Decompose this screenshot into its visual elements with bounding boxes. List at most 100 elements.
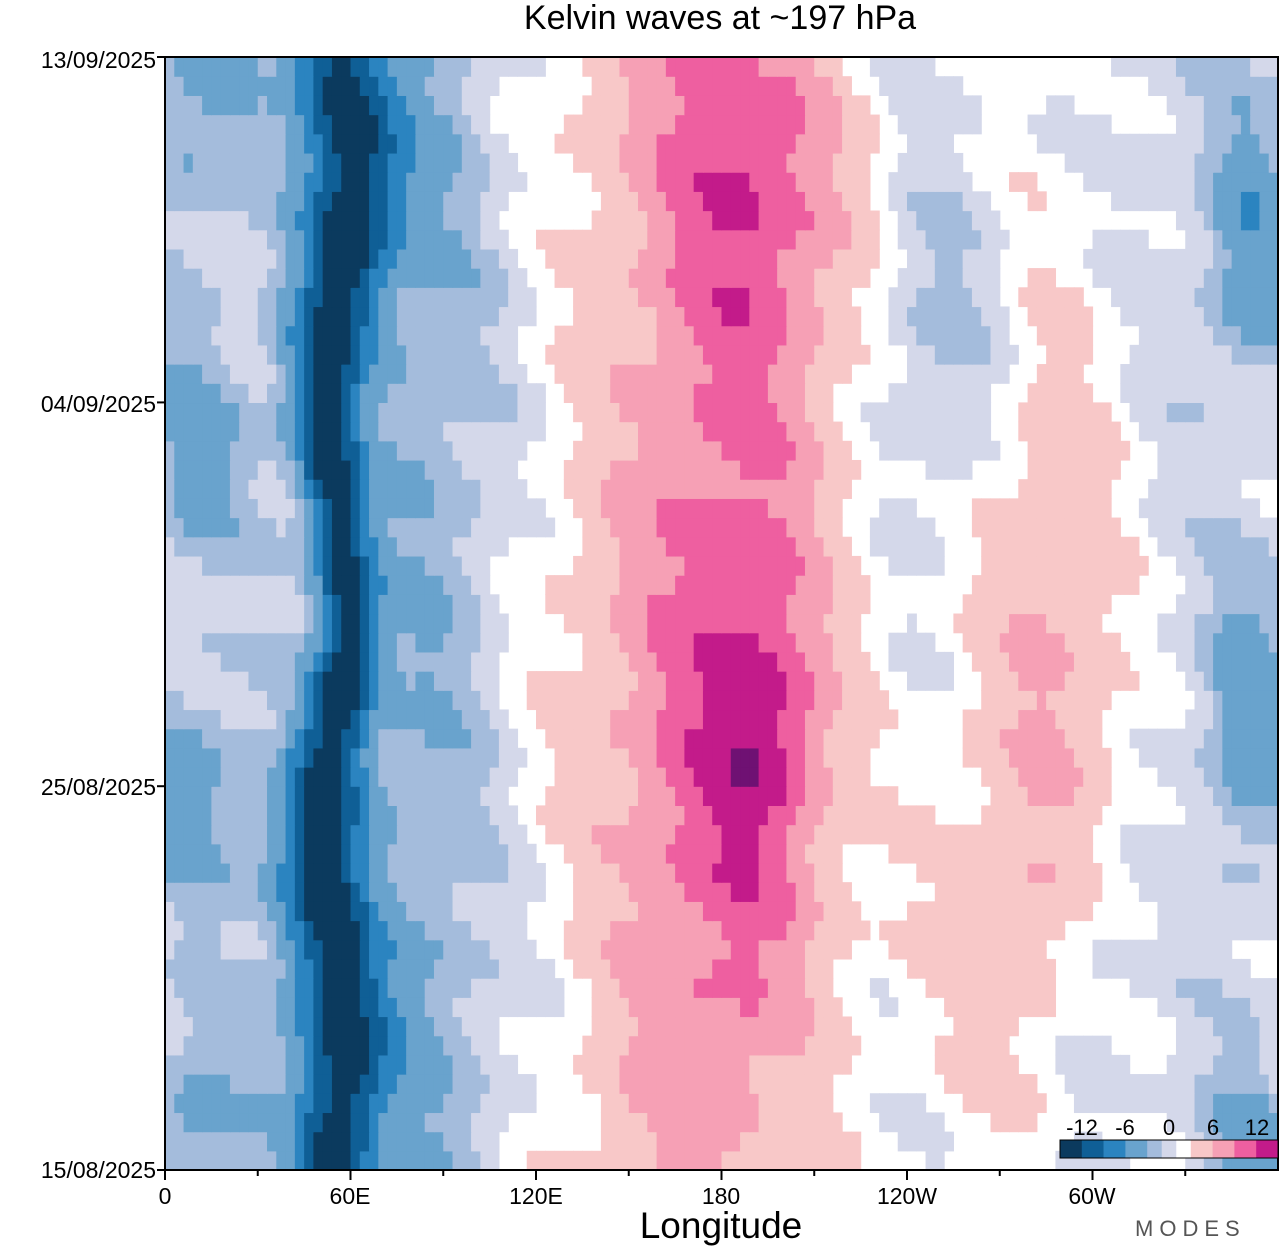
field-cell: [740, 671, 750, 691]
field-cell: [1157, 767, 1168, 787]
field-cell: [415, 498, 426, 519]
field-cell: [1073, 479, 1084, 499]
field-cell: [211, 1016, 222, 1037]
field-cell: [461, 536, 472, 557]
field-cell: [220, 709, 231, 730]
field-cell: [777, 1131, 788, 1152]
field-cell: [758, 613, 769, 634]
field-cell: [341, 498, 352, 519]
field-cell: [415, 306, 426, 327]
field-cell: [1213, 344, 1223, 365]
field-cell: [1055, 613, 1066, 634]
field-cell: [693, 440, 704, 461]
field-cell: [693, 479, 704, 499]
field-cell: [684, 901, 695, 922]
field-cell: [406, 498, 417, 519]
field-cell: [424, 671, 435, 691]
field-cell: [1175, 978, 1186, 998]
field-cell: [350, 536, 361, 557]
field-cell: [851, 1035, 862, 1056]
field-cell: [916, 1112, 927, 1133]
field-cell: [517, 939, 528, 960]
field-cell: [202, 325, 212, 346]
field-cell: [183, 383, 194, 404]
field-cell: [387, 978, 398, 998]
field-cell: [1009, 517, 1019, 538]
field-cell: [452, 920, 463, 941]
field-cell: [369, 402, 379, 423]
field-cell: [1194, 536, 1205, 557]
field-cell: [795, 575, 806, 595]
field-cell: [331, 690, 342, 711]
field-cell: [1231, 479, 1242, 499]
field-cell: [452, 824, 463, 845]
field-cell: [610, 862, 621, 883]
field-cell: [1250, 1054, 1261, 1075]
field-cell: [823, 421, 834, 442]
field-cell: [814, 671, 825, 691]
field-cell: [907, 364, 917, 384]
field-cell: [498, 306, 509, 327]
field-cell: [1036, 939, 1047, 960]
field-cell: [471, 747, 481, 768]
field-cell: [1222, 517, 1233, 538]
field-cell: [1036, 920, 1047, 941]
field-cell: [647, 978, 658, 998]
field-cell: [174, 824, 185, 845]
field-cell: [981, 594, 992, 615]
field-cell: [804, 325, 815, 346]
field-cell: [823, 1016, 834, 1037]
field-cell: [619, 575, 630, 595]
field-cell: [452, 498, 463, 519]
field-cell: [749, 594, 760, 615]
field-cell: [981, 325, 992, 346]
field-cell: [740, 1093, 750, 1114]
field-cell: [1259, 459, 1270, 480]
field-cell: [498, 862, 509, 883]
field-cell: [433, 287, 444, 308]
field-cell: [285, 728, 296, 749]
field-cell: [767, 594, 778, 615]
field-cell: [267, 1016, 277, 1037]
field-cell: [1268, 306, 1279, 327]
field-cell: [415, 421, 426, 442]
field-cell: [702, 767, 713, 787]
field-cell: [851, 728, 862, 749]
field-cell: [990, 440, 1001, 461]
field-cell: [1157, 843, 1168, 864]
field-cell: [536, 997, 546, 1018]
field-cell: [202, 709, 212, 730]
field-cell: [471, 958, 481, 979]
field-cell: [257, 805, 268, 826]
field-cell: [248, 1150, 259, 1171]
field-cell: [1166, 824, 1177, 845]
field-cell: [424, 498, 435, 519]
field-cell: [851, 575, 862, 595]
field-cell: [1055, 767, 1066, 787]
field-cell: [202, 843, 212, 864]
field-cell: [387, 1093, 398, 1114]
field-cell: [981, 671, 992, 691]
field-cell: [267, 709, 277, 730]
field-cell: [795, 498, 806, 519]
field-cell: [665, 958, 676, 979]
field-cell: [313, 920, 324, 941]
field-cell: [406, 843, 417, 864]
field-cell: [907, 421, 917, 442]
field-cell: [730, 536, 741, 557]
field-cell: [786, 747, 797, 768]
field-cell: [220, 690, 231, 711]
field-cell: [823, 459, 834, 480]
field-cell: [1073, 882, 1084, 902]
field-cell: [823, 882, 834, 902]
field-cell: [183, 824, 194, 845]
field-cell: [1250, 901, 1261, 922]
field-cell: [777, 555, 788, 576]
field-cell: [814, 651, 825, 672]
field-cell: [675, 747, 685, 768]
field-cell: [619, 229, 630, 250]
field-cell: [369, 594, 379, 615]
field-cell: [471, 767, 481, 787]
field-cell: [702, 728, 713, 749]
field-cell: [740, 1074, 750, 1094]
